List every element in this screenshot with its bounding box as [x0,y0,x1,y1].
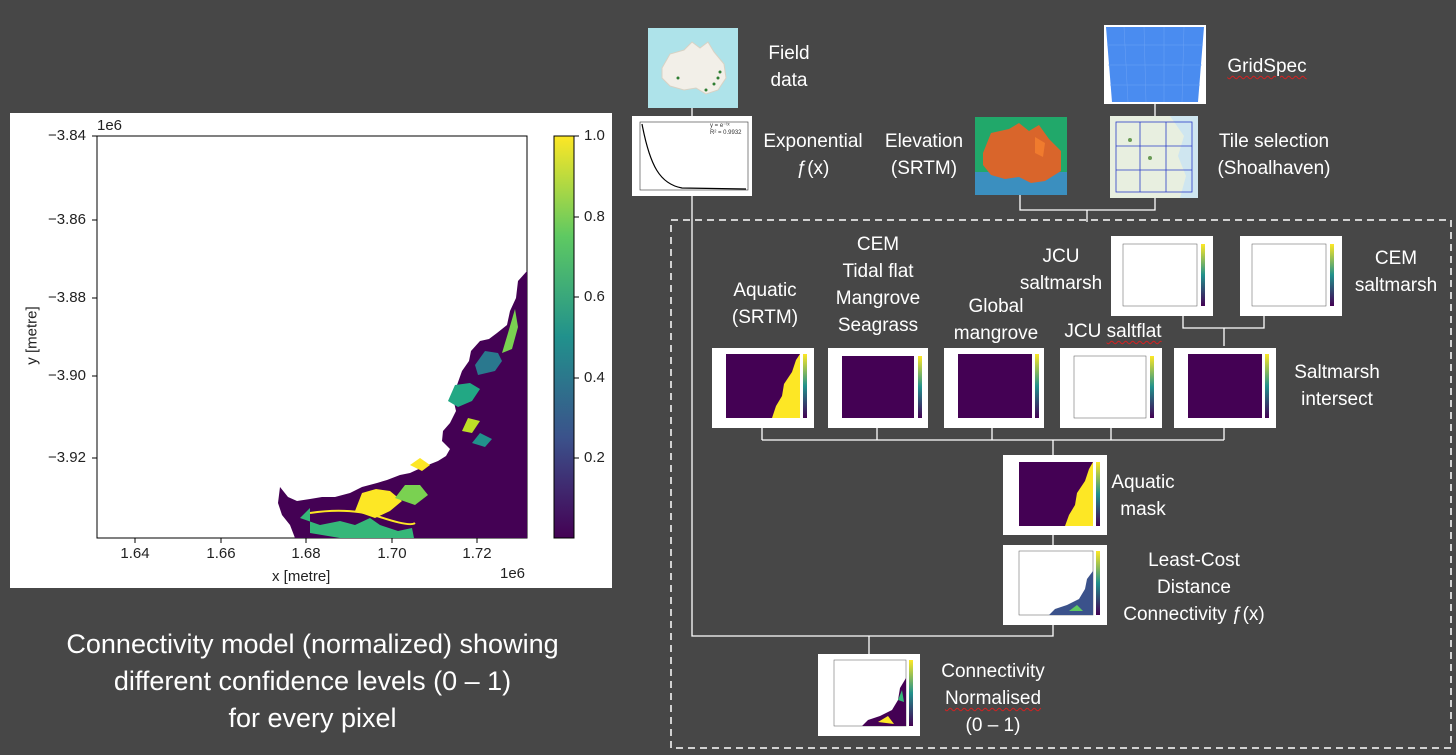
global-mangrove-label: Global mangrove [953,296,1039,344]
x-tick: 1.68 [291,545,321,562]
colorbar [553,135,575,539]
y-tick: −3.84 [48,127,86,144]
x-tick: 1.72 [462,545,492,562]
jcu-saltmarsh-label: JCU saltmarsh [1019,246,1103,294]
y-tick: −3.92 [48,449,86,466]
tile-selection-map [1110,116,1198,198]
exponential-label: Exponential ƒ(x) [763,131,863,179]
connectivity-label: Connectivity Normalised (0 – 1) [941,661,1045,736]
x-tick: 1.66 [206,545,236,562]
cem-tidal-label: CEM Tidal flat Mangrove Seagrass [835,234,921,336]
exp-equation: y = e⁻ᵗˣ [710,123,730,129]
colorbar-tick: 1.0 [584,127,605,144]
colorbar-tick: 0.2 [584,449,605,466]
processing-dashed-box [670,219,1452,749]
cem-saltmarsh-raster [1240,236,1342,316]
y-tick: −3.90 [48,367,86,384]
aquatic-srtm-raster [712,348,814,428]
aquatic-mask-label: Aquatic mask [1111,472,1175,520]
colorbar-tick: 0.6 [584,288,605,305]
jcu-saltflat-label: JCU saltflat [1064,321,1162,342]
colorbar-tick: 0.4 [584,369,605,386]
x-tick: 1.70 [377,545,407,562]
saltmarsh-intersect-raster [1174,348,1276,428]
global-mangrove-raster [944,348,1044,428]
least-cost-label: Least-Cost Distance Connectivity ƒ(x) [1123,550,1265,625]
y-tick: −3.88 [48,289,86,306]
left-caption: Connectivity model (normalized) showing … [0,626,625,737]
cem-saltmarsh-label: CEM saltmarsh [1354,248,1438,296]
jcu-saltmarsh-raster [1111,236,1213,316]
colorbar-tick: 0.8 [584,208,605,225]
caption-line: Connectivity model (normalized) showing [66,629,559,659]
least-cost-raster [1003,545,1107,625]
caption-line: for every pixel [228,703,397,733]
gridspec-map [1104,25,1206,104]
elevation-map [975,117,1067,195]
field-data-label: Field data [768,43,810,91]
exponential-fit-plot: y = e⁻ᵗˣ R² = 0.9932 [632,116,752,196]
connectivity-plot: −3.84 −3.86 −3.88 −3.90 −3.92 1e6 1.64 1… [10,113,612,588]
field-data-map [648,28,738,108]
x-offset-label: 1e6 [500,565,526,582]
aquatic-srtm-label: Aquatic (SRTM) [731,280,799,328]
x-tick: 1.64 [120,545,150,562]
connectivity-normalised-raster [818,654,920,736]
connectivity-map-region [278,271,527,538]
cem-tidal-raster [828,348,928,428]
caption-line: different confidence levels (0 – 1) [113,666,512,696]
tile-selection-label: Tile selection (Shoalhaven) [1217,131,1331,179]
saltmarsh-intersect-label: Saltmarsh intersect [1294,362,1380,410]
x-axis-label: x [metre] [272,568,331,585]
jcu-saltflat-raster [1060,348,1162,428]
gridspec-label: GridSpec [1227,56,1307,77]
aquatic-mask-raster [1003,455,1107,535]
y-tick: −3.86 [48,211,86,228]
y-offset-label: 1e6 [97,117,123,134]
exp-r2: R² = 0.9932 [710,130,742,136]
elevation-label: Elevation (SRTM) [884,131,964,179]
